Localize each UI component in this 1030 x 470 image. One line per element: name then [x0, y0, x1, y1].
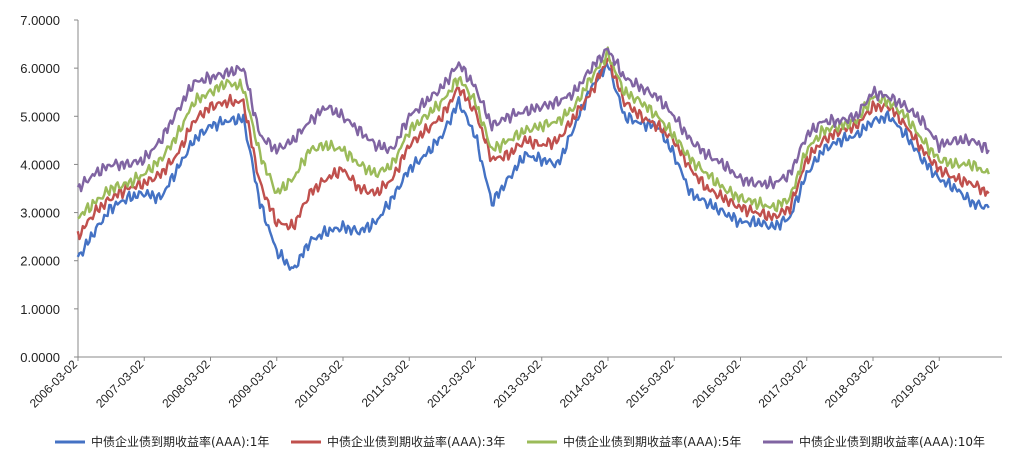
x-tick-label: 2019-03-02 [888, 357, 942, 411]
series-line [76, 47, 990, 193]
x-tick-label: 2006-03-02 [27, 357, 81, 411]
x-tick-label: 2013-03-02 [491, 357, 545, 411]
y-tick-label: 0.0000 [20, 350, 60, 365]
legend-label: 中债企业债到期收益率(AAA):1年 [91, 434, 269, 449]
x-tick-label: 2015-03-02 [623, 357, 677, 411]
x-tick-label: 2012-03-02 [424, 357, 478, 411]
y-tick-label: 5.0000 [20, 109, 60, 124]
y-tick-label: 3.0000 [20, 206, 60, 221]
y-tick-label: 2.0000 [20, 254, 60, 269]
series-line [76, 60, 990, 271]
x-tick-label: 2008-03-02 [159, 357, 213, 411]
series-line [77, 46, 990, 220]
legend-label: 中债企业债到期收益率(AAA):3年 [327, 434, 505, 449]
x-tick-label: 2007-03-02 [93, 357, 147, 411]
legend-label: 中债企业债到期收益率(AAA):10年 [799, 434, 985, 449]
x-tick-label: 2018-03-02 [822, 357, 876, 411]
x-tick-label: 2016-03-02 [689, 357, 743, 411]
x-tick-label: 2011-03-02 [359, 357, 412, 410]
y-tick-label: 1.0000 [20, 302, 60, 317]
legend-label: 中债企业债到期收益率(AAA):5年 [563, 434, 741, 449]
x-tick-label: 2009-03-02 [226, 357, 280, 411]
x-tick-label: 2010-03-02 [292, 357, 346, 411]
x-tick-label: 2017-03-02 [756, 357, 810, 411]
y-tick-label: 7.0000 [20, 13, 60, 28]
x-tick-label: 2014-03-02 [557, 357, 611, 411]
y-tick-label: 4.0000 [20, 157, 60, 172]
y-tick-label: 6.0000 [20, 61, 60, 76]
